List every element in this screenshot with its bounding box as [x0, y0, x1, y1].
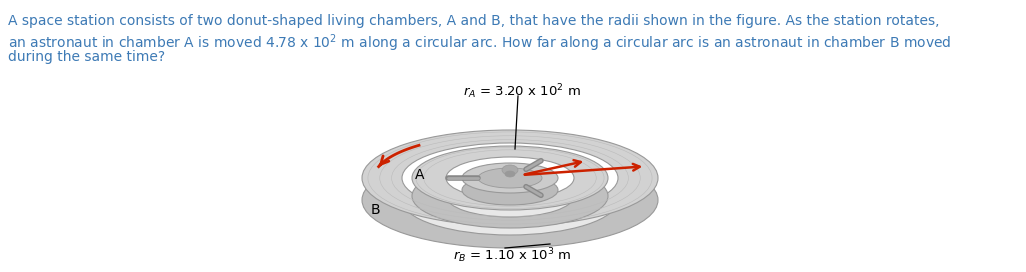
Text: A space station consists of two donut-shaped living chambers, A and B, that have: A space station consists of two donut-sh…: [8, 14, 940, 28]
Ellipse shape: [505, 171, 515, 177]
Ellipse shape: [402, 165, 618, 235]
Text: $r_B$ = 1.10 x 10$^{3}$ m: $r_B$ = 1.10 x 10$^{3}$ m: [453, 246, 571, 265]
Ellipse shape: [462, 175, 558, 205]
Ellipse shape: [478, 168, 542, 188]
Text: $r_A$ = 3.20 x 10$^{2}$ m: $r_A$ = 3.20 x 10$^{2}$ m: [463, 82, 581, 101]
Ellipse shape: [446, 157, 574, 199]
Ellipse shape: [502, 165, 518, 175]
Ellipse shape: [446, 175, 574, 217]
Text: A: A: [416, 168, 425, 182]
Ellipse shape: [402, 143, 618, 213]
Text: B: B: [370, 203, 380, 217]
Ellipse shape: [462, 163, 558, 193]
Text: an astronaut in chamber A is moved 4.78 x 10$^{2}$ m along a circular arc. How f: an astronaut in chamber A is moved 4.78 …: [8, 32, 951, 54]
Text: during the same time?: during the same time?: [8, 50, 165, 64]
Ellipse shape: [412, 146, 608, 210]
Ellipse shape: [362, 152, 658, 248]
Ellipse shape: [362, 130, 658, 226]
Ellipse shape: [412, 164, 608, 228]
